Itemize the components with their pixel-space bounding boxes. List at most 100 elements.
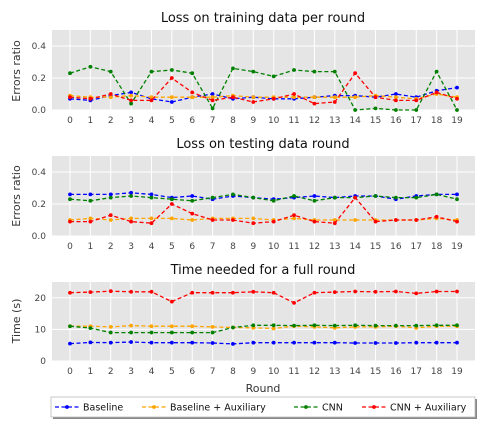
data-point-cnn [108, 330, 113, 335]
data-point-cnn-auxiliary [292, 213, 296, 218]
data-point-cnn [129, 101, 134, 106]
data-point-cnn-auxiliary [169, 202, 174, 206]
data-point-cnn [271, 198, 276, 203]
data-point-cnn [271, 323, 276, 328]
data-point-baseline [373, 341, 378, 345]
x-tick-label: 15 [370, 242, 381, 252]
chart-panel-round-time: Time needed for a full round Time (s) Ro… [10, 263, 475, 395]
y-tick-label: 0.0 [32, 106, 47, 116]
data-point-cnn [129, 330, 134, 335]
data-point-cnn-auxiliary [169, 299, 174, 304]
data-point-cnn-auxiliary [332, 100, 337, 104]
data-point-cnn-auxiliary [332, 290, 337, 295]
data-point-cnn-auxiliary [373, 289, 378, 294]
legend-marker-baseline [65, 405, 69, 409]
x-tick-label: 2 [108, 242, 114, 252]
data-point-cnn [373, 194, 378, 198]
x-tick-label: 11 [288, 116, 299, 126]
data-point-baseline-auxiliary [332, 218, 337, 222]
x-tick-label: 16 [390, 367, 402, 377]
x-tick-label: 7 [210, 116, 216, 126]
data-point-baseline-auxiliary [169, 95, 174, 100]
data-point-baseline [455, 85, 459, 90]
data-point-baseline [292, 340, 296, 345]
data-point-baseline [210, 341, 215, 345]
x-tick-label: 12 [309, 367, 320, 377]
chart-title: Time needed for a full round [170, 263, 356, 278]
data-point-cnn-auxiliary [231, 218, 235, 222]
data-point-cnn-auxiliary [312, 219, 317, 224]
data-point-cnn-auxiliary [292, 92, 296, 96]
legend-marker-baseline-auxiliary [152, 405, 156, 409]
y-tick-label: 20 [35, 294, 47, 304]
x-tick-label: 19 [451, 367, 463, 377]
data-point-cnn-auxiliary [393, 98, 398, 103]
data-point-cnn-auxiliary [129, 98, 134, 103]
data-point-cnn-auxiliary [251, 289, 256, 294]
series-line-cnn-auxiliary [69, 72, 458, 105]
data-point-cnn [332, 69, 337, 74]
x-tick-label: 14 [349, 367, 361, 377]
x-tick-label: 8 [230, 116, 236, 126]
data-point-cnn [190, 71, 195, 76]
data-point-cnn-auxiliary [129, 289, 134, 294]
x-tick-label: 9 [250, 242, 256, 252]
data-point-cnn [353, 108, 358, 112]
data-point-baseline-auxiliary [149, 95, 154, 100]
data-point-cnn-auxiliary [393, 289, 398, 294]
data-point-cnn [190, 198, 195, 203]
data-point-baseline [149, 192, 154, 197]
x-tick-label: 11 [288, 242, 299, 252]
data-point-baseline-auxiliary [292, 95, 296, 100]
y-tick-label: 0.4 [32, 168, 47, 178]
y-tick-label: 0 [40, 357, 46, 367]
x-tick-label: 4 [149, 242, 155, 252]
data-point-cnn [210, 330, 215, 335]
data-point-cnn-auxiliary [88, 96, 93, 101]
x-tick-label: 5 [169, 116, 175, 126]
data-point-cnn [210, 106, 215, 111]
data-point-cnn [353, 323, 358, 328]
x-tick-label: 2 [108, 367, 114, 377]
chart-panel-training-loss: Loss on training data per round Errors r… [10, 11, 475, 126]
series-line-cnn-auxiliary [69, 290, 457, 304]
data-point-cnn [68, 324, 72, 329]
data-point-cnn-auxiliary [271, 219, 276, 224]
data-point-cnn-auxiliary [312, 101, 317, 106]
data-point-baseline [312, 194, 317, 198]
x-tick-label: 18 [431, 116, 443, 126]
x-tick-label: 10 [268, 367, 280, 377]
data-point-cnn-auxiliary [251, 100, 256, 104]
data-point-baseline-auxiliary [108, 324, 113, 329]
y-tick-label: 0.2 [32, 74, 46, 84]
data-point-cnn [455, 323, 459, 328]
data-point-cnn-auxiliary [169, 76, 174, 80]
data-point-cnn-auxiliary [68, 290, 72, 295]
x-tick-label: 7 [210, 242, 216, 252]
data-point-baseline [68, 341, 72, 346]
data-point-cnn [68, 71, 72, 76]
data-point-baseline-auxiliary [129, 93, 134, 98]
data-point-baseline-auxiliary [149, 216, 154, 221]
x-tick-label: 0 [67, 367, 73, 377]
x-tick-label: 9 [250, 116, 256, 126]
data-point-cnn [108, 69, 113, 74]
data-point-cnn-auxiliary [88, 219, 93, 224]
data-point-baseline [210, 92, 215, 96]
data-point-baseline-auxiliary [393, 95, 398, 100]
data-point-cnn-auxiliary [210, 98, 215, 103]
data-point-cnn-auxiliary [149, 289, 154, 294]
data-point-baseline [434, 340, 439, 345]
data-point-baseline-auxiliary [210, 95, 215, 100]
data-point-baseline [271, 340, 276, 345]
data-point-cnn [332, 323, 337, 328]
chart-title: Loss on testing data round [176, 137, 349, 152]
data-point-cnn-auxiliary [251, 221, 256, 226]
x-tick-label: 6 [189, 367, 195, 377]
data-point-baseline [108, 340, 113, 345]
data-point-cnn-auxiliary [292, 300, 296, 305]
data-point-baseline-auxiliary [251, 95, 256, 100]
data-point-baseline [88, 192, 93, 197]
